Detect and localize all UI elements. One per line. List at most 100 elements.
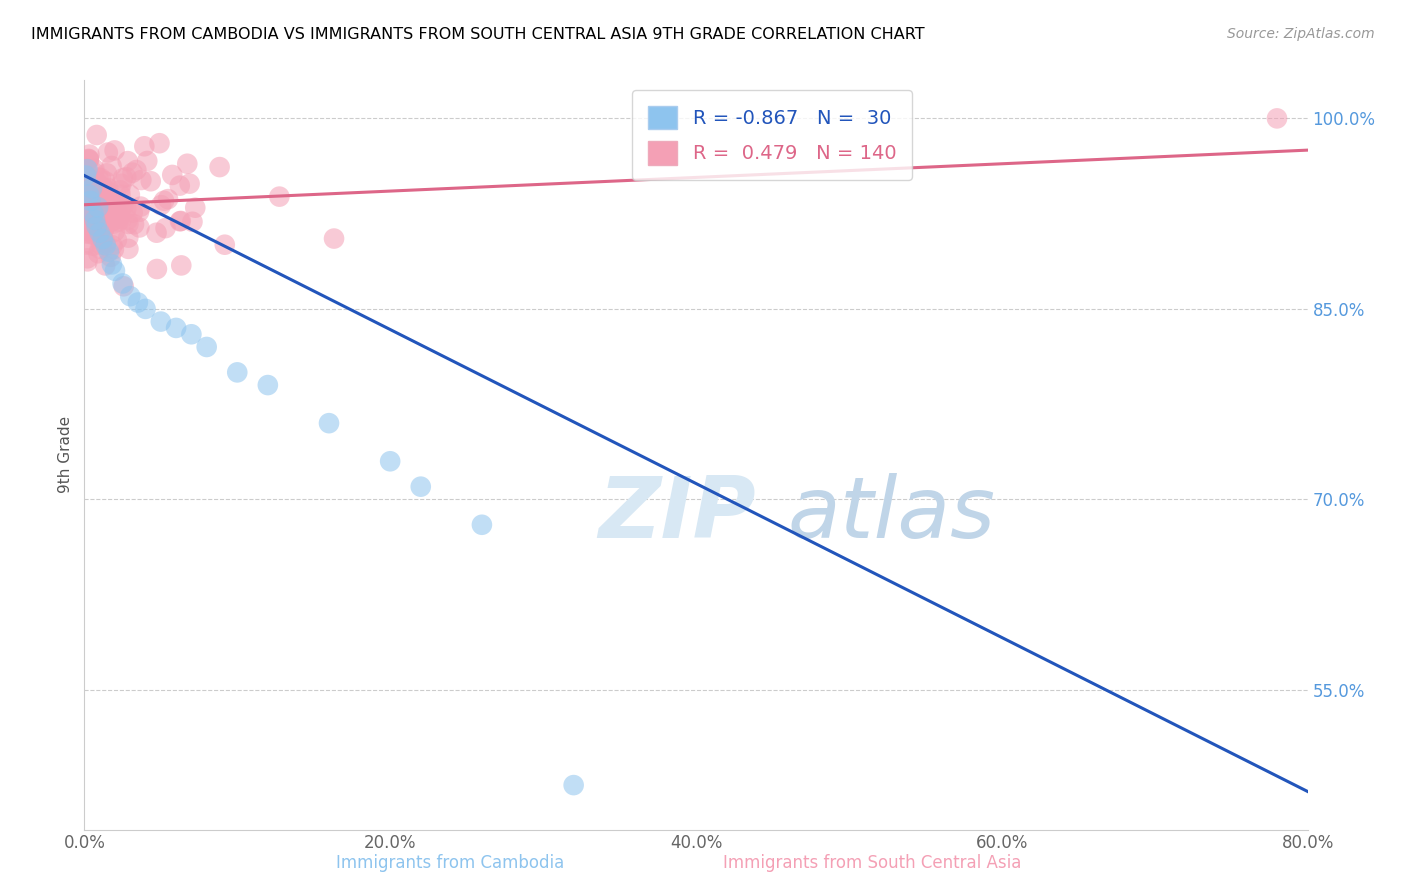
Point — [134, 139, 156, 153]
Point — [148, 136, 170, 151]
Point — [107, 214, 129, 228]
Point — [79, 147, 101, 161]
Point — [111, 277, 134, 291]
Point — [562, 778, 585, 792]
Y-axis label: 9th Grade: 9th Grade — [58, 417, 73, 493]
Point — [84, 213, 107, 227]
Text: Immigrants from Cambodia: Immigrants from Cambodia — [336, 855, 564, 872]
Point — [179, 177, 201, 191]
Point — [97, 185, 120, 199]
Point — [87, 197, 110, 211]
Point — [93, 222, 115, 236]
Point — [127, 295, 149, 310]
Point — [100, 250, 122, 264]
Point — [90, 220, 112, 235]
Point — [93, 222, 115, 236]
Point — [150, 198, 173, 212]
Point — [91, 197, 114, 211]
Point — [76, 188, 98, 202]
Point — [90, 227, 112, 241]
Point — [80, 189, 103, 203]
Point — [162, 168, 184, 182]
Point — [100, 159, 122, 173]
Point — [111, 212, 134, 227]
Point — [83, 162, 105, 177]
Point — [82, 204, 104, 219]
Point — [76, 162, 98, 177]
Point — [117, 242, 139, 256]
Point — [91, 232, 114, 246]
Point — [91, 211, 114, 226]
Point — [77, 153, 100, 167]
Point — [103, 144, 125, 158]
Text: IMMIGRANTS FROM CAMBODIA VS IMMIGRANTS FROM SOUTH CENTRAL ASIA 9TH GRADE CORRELA: IMMIGRANTS FROM CAMBODIA VS IMMIGRANTS F… — [31, 27, 925, 42]
Point — [208, 160, 231, 174]
Point — [135, 301, 157, 316]
Point — [181, 215, 204, 229]
Point — [86, 219, 108, 234]
Point — [89, 242, 111, 256]
Point — [76, 172, 98, 186]
Point — [76, 185, 98, 199]
Point — [104, 225, 127, 239]
Point — [80, 193, 103, 207]
Point — [93, 211, 115, 226]
Point — [157, 192, 180, 206]
Point — [323, 231, 346, 245]
Point — [79, 222, 101, 236]
Point — [180, 327, 202, 342]
Point — [153, 194, 176, 208]
Point — [90, 171, 112, 186]
Point — [84, 179, 107, 194]
Point — [75, 184, 97, 198]
Point — [100, 192, 122, 206]
Point — [112, 199, 135, 213]
Point — [84, 201, 107, 215]
Point — [155, 221, 177, 235]
Point — [170, 259, 193, 273]
Point — [170, 214, 193, 228]
Point — [89, 200, 111, 214]
Point — [97, 181, 120, 195]
Point — [80, 181, 103, 195]
Point — [94, 201, 117, 215]
Point — [104, 264, 127, 278]
Point — [108, 183, 131, 197]
Point — [90, 203, 112, 218]
Point — [176, 157, 198, 171]
Point — [136, 153, 159, 168]
Point — [117, 154, 139, 169]
Point — [195, 340, 218, 354]
Point — [79, 207, 101, 221]
Point — [87, 200, 110, 214]
Point — [101, 214, 124, 228]
Point — [89, 226, 111, 240]
Point — [96, 183, 118, 197]
Point — [169, 178, 191, 193]
Point — [86, 128, 108, 142]
Point — [121, 205, 143, 219]
Point — [82, 187, 104, 202]
Point — [77, 223, 100, 237]
Point — [75, 169, 97, 183]
Legend: R = -0.867   N =  30, R =  0.479   N = 140: R = -0.867 N = 30, R = 0.479 N = 140 — [633, 90, 911, 180]
Point — [94, 185, 117, 199]
Point — [94, 235, 117, 250]
Point — [75, 205, 97, 219]
Point — [128, 205, 150, 219]
Point — [75, 227, 97, 241]
Point — [149, 315, 172, 329]
Point — [77, 152, 100, 166]
Point — [129, 200, 152, 214]
Point — [75, 237, 97, 252]
Point — [77, 153, 100, 167]
Point — [94, 259, 117, 273]
Point — [103, 243, 125, 257]
Point — [77, 187, 100, 202]
Point — [86, 220, 108, 235]
Point — [105, 204, 128, 219]
Point — [103, 217, 125, 231]
Point — [269, 189, 291, 203]
Point — [97, 145, 120, 160]
Text: atlas: atlas — [787, 474, 995, 557]
